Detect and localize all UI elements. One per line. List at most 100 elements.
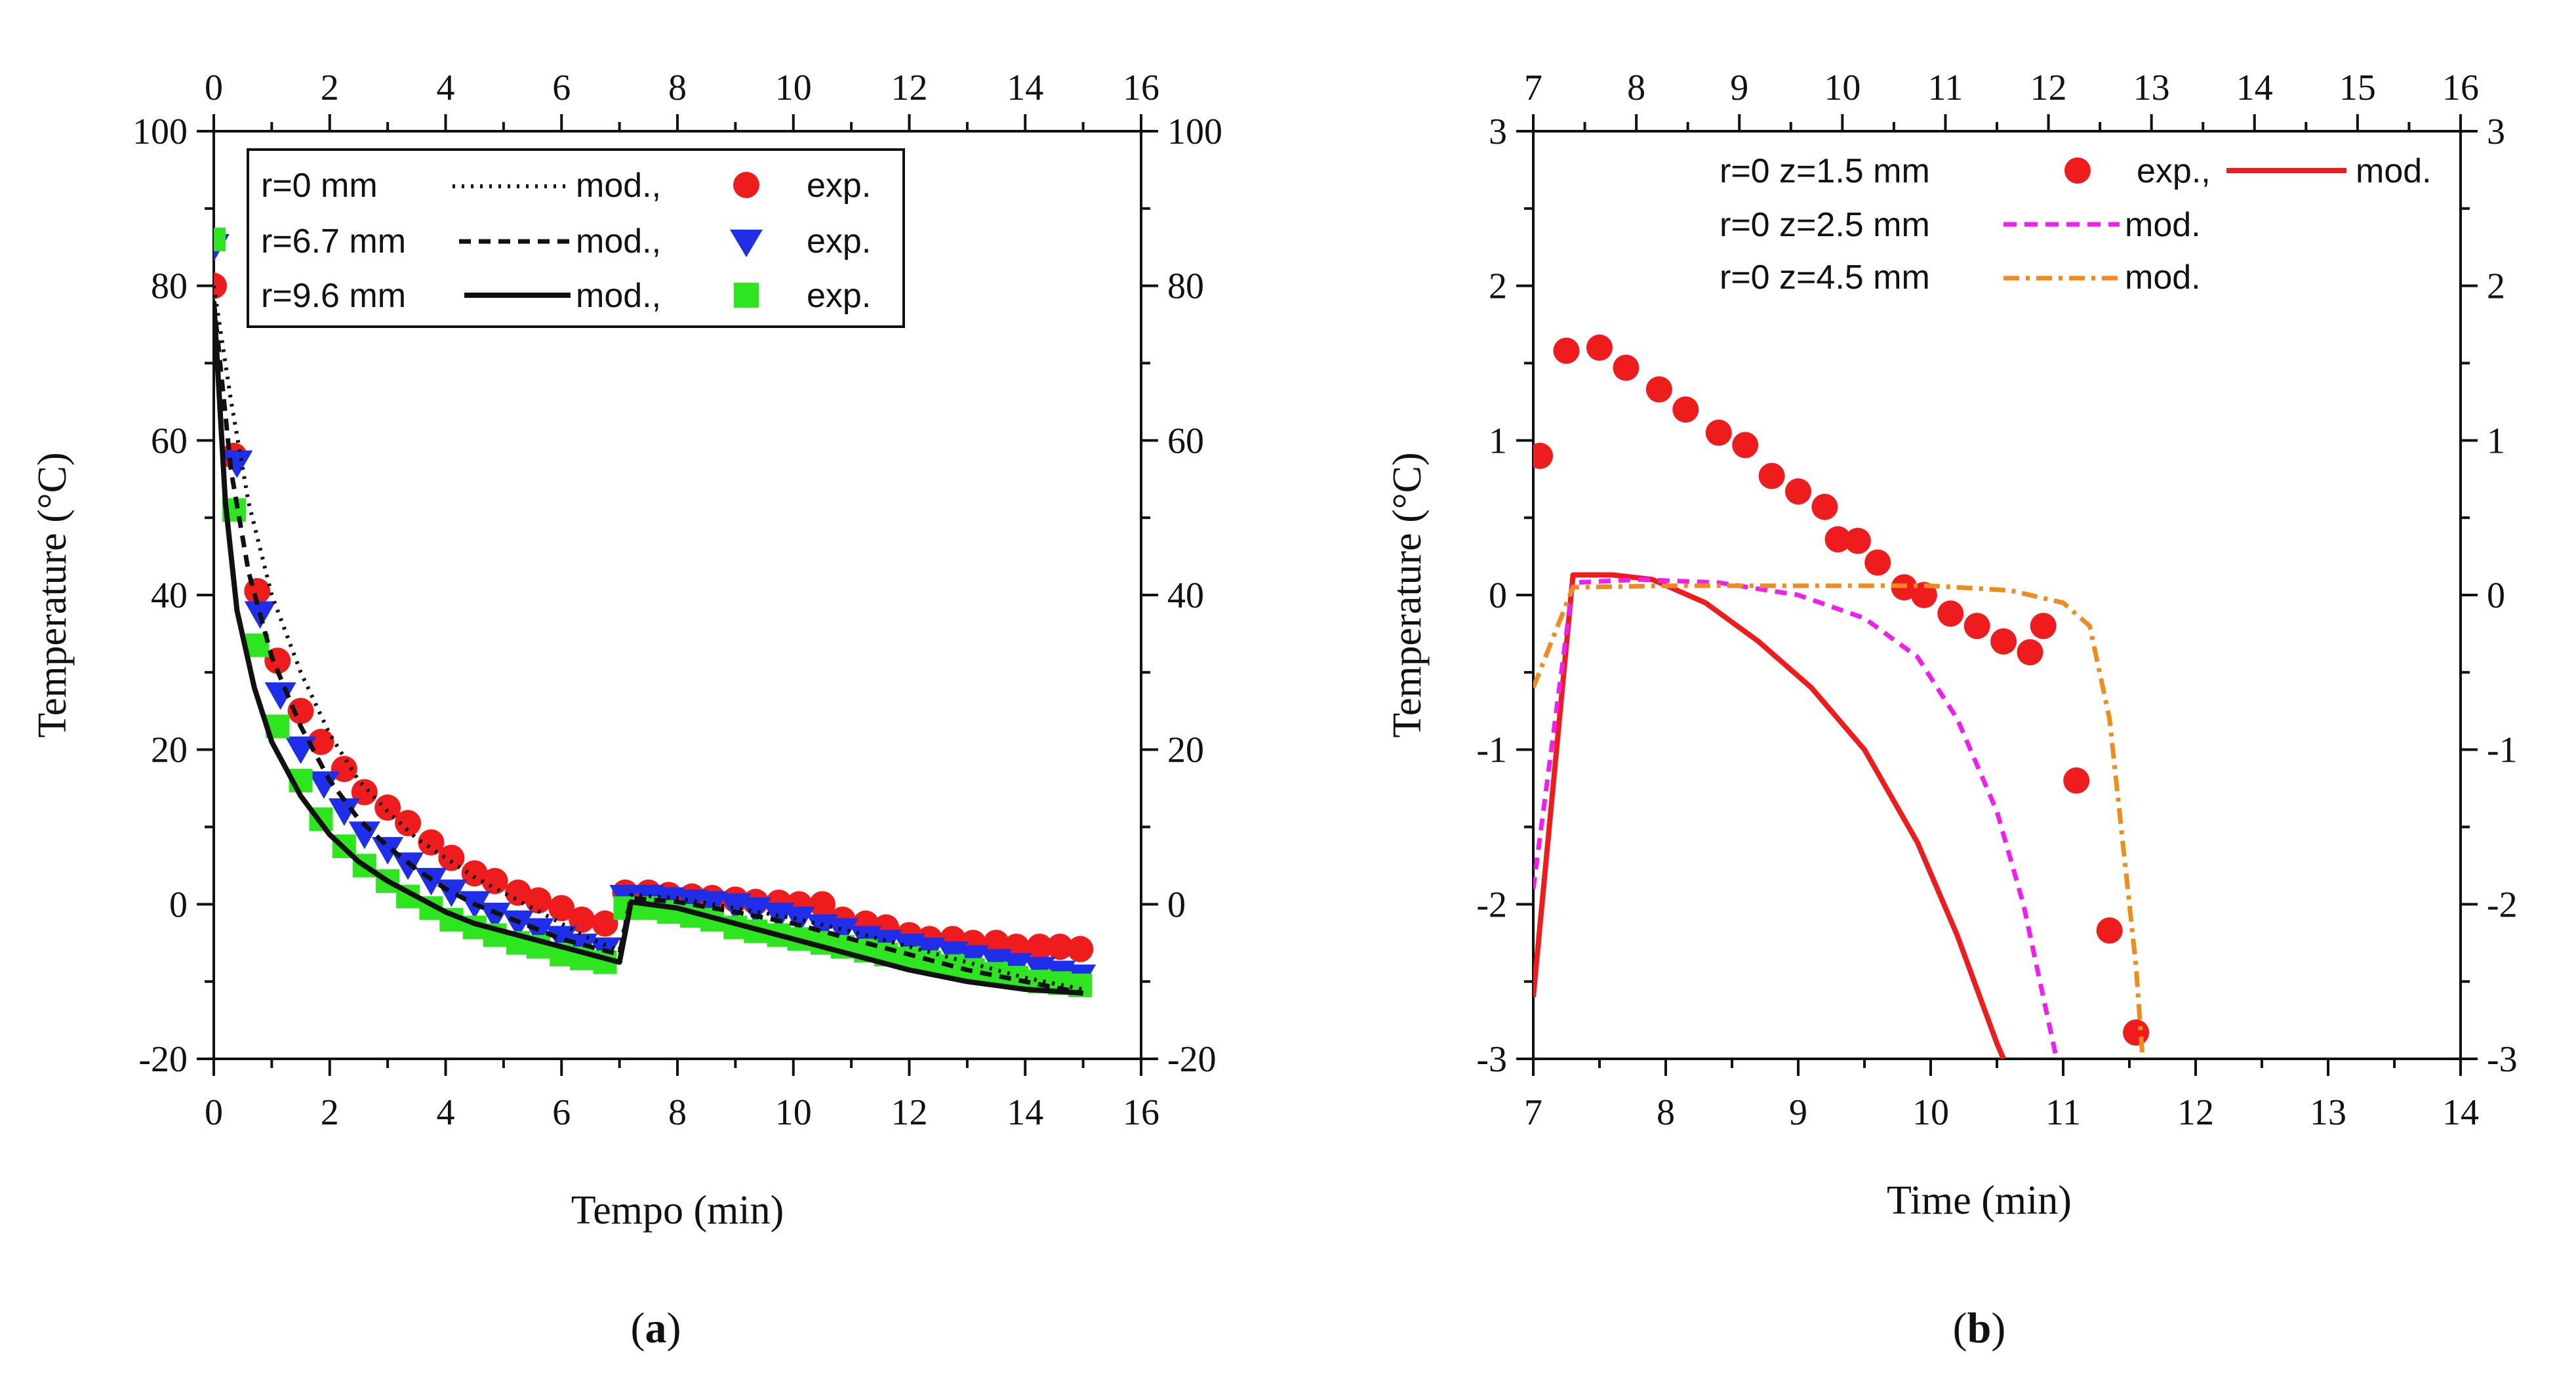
legend-b-exp-0: exp., xyxy=(2137,152,2211,190)
legend-b-label-1: r=0 z=2.5 mm xyxy=(1720,206,1930,244)
chart-b-exp-0-point xyxy=(1785,478,1811,505)
legend-b-mod-0: mod. xyxy=(2356,152,2432,190)
chart-a-xtick-label: 6 xyxy=(552,1092,571,1133)
chart-a-exp-1-point xyxy=(392,852,424,880)
chart-b-ytick-label-right: -1 xyxy=(2487,730,2518,771)
chart-b-top-xtick-label: 11 xyxy=(1927,68,1963,108)
chart-b-top-xtick-label: 13 xyxy=(2133,68,2170,108)
chart-a-ytick-label-right: -20 xyxy=(1167,1039,1217,1080)
chart-b-ytick-label-right: 0 xyxy=(2487,575,2505,616)
chart-a-exp-0-point xyxy=(548,895,575,922)
chart-b-ytick-label: 2 xyxy=(1489,266,1507,307)
chart-b-ytick-label-right: 2 xyxy=(2487,266,2505,307)
chart-b-exp-0-point xyxy=(1844,527,1871,554)
legend-a-exp-0: exp. xyxy=(807,167,871,205)
chart-b-top-xtick-label: 15 xyxy=(2339,68,2376,108)
chart-a-exp-0-point xyxy=(481,867,508,894)
chart-a-ytick-label-right: 80 xyxy=(1167,266,1204,307)
chart-b-exp-0-point xyxy=(1586,334,1613,361)
chart-a-top-xtick-label: 8 xyxy=(668,68,687,108)
chart-a-exp-1-point xyxy=(740,897,772,925)
chart-a-exp-0-point xyxy=(374,794,401,821)
chart-a: 0 2 4 6 8 10 12 14 160 2 4 6 8 10 12 14 16-20 -200 020 2040… xyxy=(30,68,1222,1352)
chart-b-xtick-label: 14 xyxy=(2442,1092,2479,1133)
chart-a-exp-1-point xyxy=(264,682,296,710)
chart-a-top-xtick-label: 0 xyxy=(205,68,223,108)
chart-a-exp-0-point xyxy=(1026,934,1053,960)
chart-b-xtick-label: 8 xyxy=(1657,1092,1675,1133)
chart-b-ytick-label: 3 xyxy=(1489,112,1507,152)
chart-b-ytick-label-right: 3 xyxy=(2487,112,2505,152)
chart-a-ytick-label: 40 xyxy=(151,575,188,616)
legend-b-marker-circle xyxy=(2064,157,2091,184)
chart-b-exp-0-point xyxy=(1645,376,1672,403)
chart-a-top-xtick-label: 10 xyxy=(775,68,812,108)
legend-a-marker-triangle xyxy=(730,230,763,257)
chart-b-exp-0-point xyxy=(1824,526,1851,553)
chart-b-top-xtick-label: 8 xyxy=(1627,68,1645,108)
chart-a-xtick-label: 14 xyxy=(1007,1092,1043,1133)
chart-b-panel-label: (b) xyxy=(1953,1304,2006,1352)
chart-a-exp-0-point xyxy=(214,272,227,299)
chart-a-ytick-label: 100 xyxy=(132,112,188,152)
chart-a-exp-1-point xyxy=(328,798,360,826)
chart-b-top-xtick-label: 16 xyxy=(2442,68,2479,108)
chart-b-exp-0-point xyxy=(1990,628,2017,655)
chart-a-exp-1-point xyxy=(372,836,404,865)
chart-b-xtick-label: 13 xyxy=(2310,1092,2346,1133)
chart-b: 7 8 9 10 11 12 13 147 8 9 10 11 12 13 14 15 16-3 -3-2 -2-1… xyxy=(1385,68,2518,1352)
legend-a-mod-1: mod., xyxy=(576,222,661,260)
chart-a-exp-0-point xyxy=(1067,936,1094,962)
chart-b-xtick-label: 9 xyxy=(1789,1092,1807,1133)
chart-a-ytick-label: 80 xyxy=(151,266,188,307)
chart-a-xtick-label: 12 xyxy=(891,1092,928,1133)
legend-a-label-2: r=9.6 mm xyxy=(261,277,406,315)
chart-b-model-line-1 xyxy=(1533,577,2059,1059)
chart-b-frame xyxy=(1532,130,2462,1060)
chart-a-axes: 0 2 4 6 8 10 12 14 160 2 4 6 8 10 12 14 16-20 -200 020 2040… xyxy=(132,68,1222,1133)
chart-a-model-line-1 xyxy=(214,300,1084,996)
chart-a-ylabel: Temperature (°C) xyxy=(30,452,75,737)
chart-a-xtick-label: 0 xyxy=(205,1092,223,1133)
chart-a-exp-0-point xyxy=(331,756,357,783)
legend-a-marker-circle xyxy=(733,172,759,198)
chart-a-xtick-label: 8 xyxy=(668,1092,687,1133)
chart-a-exp-1-point xyxy=(308,771,340,799)
chart-b-ytick-label: -2 xyxy=(1476,884,1507,925)
chart-b-exp-0-point xyxy=(1613,354,1640,381)
legend-b-label-0: r=0 z=1.5 mm xyxy=(1720,152,1930,190)
chart-b-exp-0-point xyxy=(1705,419,1732,446)
chart-a-exp-0-point xyxy=(592,910,618,937)
chart-b-exp-0-point xyxy=(1963,613,1990,640)
chart-a-exp-0-point xyxy=(287,697,314,724)
chart-b-xtick-label: 7 xyxy=(1524,1092,1542,1133)
chart-a-top-xtick-label: 4 xyxy=(437,68,455,108)
chart-a-model-line-2 xyxy=(214,300,1083,996)
chart-b-exp-0-point xyxy=(1758,463,1785,489)
legend-a-mod-2: mod., xyxy=(576,277,661,315)
chart-a-exp-1-point xyxy=(221,450,253,478)
legend-a-exp-1: exp. xyxy=(807,222,871,260)
chart-a-exp-0-point xyxy=(504,879,531,906)
chart-b-top-xtick-label: 10 xyxy=(1824,68,1861,108)
chart-a-legend-box xyxy=(247,148,905,328)
chart-a-top-xtick-label: 12 xyxy=(891,68,928,108)
chart-a-ytick-label-right: 20 xyxy=(1167,730,1204,771)
chart-b-exp-0-point xyxy=(2030,613,2057,640)
chart-b-top-xtick-label: 14 xyxy=(2236,68,2273,108)
legend-a-mod-0: mod., xyxy=(576,167,661,205)
chart-a-top-xtick-label: 2 xyxy=(321,68,339,108)
chart-a-xtick-label: 4 xyxy=(437,1092,455,1133)
chart-a-exp-1-point xyxy=(696,891,729,919)
chart-b-exp-0-point xyxy=(2096,917,2123,944)
chart-a-exp-0-point xyxy=(1047,934,1074,960)
chart-b-ytick-label: -3 xyxy=(1476,1039,1507,1080)
chart-b-legend: r=0 z=1.5 mm exp., mod. r=0 z=2.5 mm mod… xyxy=(1720,152,2432,297)
chart-b-exp-0-point xyxy=(2017,639,2043,666)
chart-b-exp-0-point xyxy=(1672,396,1699,423)
chart-b-ytick-label-right: -2 xyxy=(2487,884,2518,925)
chart-a-exp-0-point xyxy=(809,891,835,918)
chart-a-top-xtick-label: 16 xyxy=(1123,68,1159,108)
legend-a-exp-2: exp. xyxy=(807,277,871,315)
legend-b-mod-2: mod. xyxy=(2125,258,2201,297)
